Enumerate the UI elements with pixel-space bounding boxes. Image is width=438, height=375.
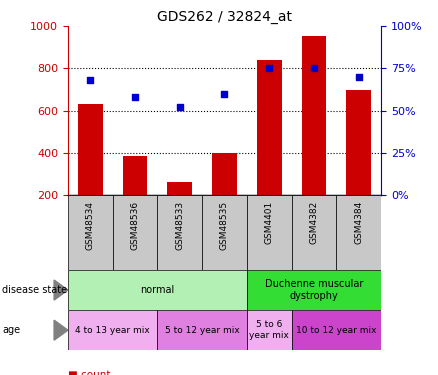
Bar — [113, 195, 157, 270]
Bar — [202, 195, 247, 270]
Text: disease state: disease state — [2, 285, 67, 295]
Text: normal: normal — [140, 285, 174, 295]
Point — [87, 77, 94, 83]
Polygon shape — [54, 320, 68, 340]
Text: ■ count: ■ count — [68, 370, 110, 375]
Text: 5 to 12 year mix: 5 to 12 year mix — [165, 326, 240, 334]
Text: GSM48535: GSM48535 — [220, 201, 229, 250]
Text: 10 to 12 year mix: 10 to 12 year mix — [296, 326, 377, 334]
Bar — [157, 195, 202, 270]
Text: GSM48536: GSM48536 — [131, 201, 139, 250]
Bar — [302, 36, 326, 195]
Bar — [292, 310, 381, 350]
Bar — [346, 90, 371, 195]
Bar — [212, 153, 237, 195]
Bar — [167, 182, 192, 195]
Bar — [336, 195, 381, 270]
Point — [311, 65, 318, 71]
Point — [266, 65, 273, 71]
Text: GSM4401: GSM4401 — [265, 201, 274, 244]
Bar — [157, 310, 247, 350]
Bar — [68, 270, 247, 310]
Text: GSM48534: GSM48534 — [86, 201, 95, 250]
Bar — [292, 195, 336, 270]
Text: GSM4382: GSM4382 — [310, 201, 318, 244]
Point — [221, 91, 228, 97]
Point — [355, 74, 362, 80]
Bar — [123, 156, 147, 195]
Bar — [247, 195, 292, 270]
Bar — [247, 310, 292, 350]
Bar — [68, 195, 113, 270]
Point — [131, 94, 138, 100]
Text: 5 to 6
year mix: 5 to 6 year mix — [249, 321, 289, 340]
Text: GSM4384: GSM4384 — [354, 201, 363, 244]
Text: age: age — [2, 325, 20, 335]
Text: GSM48533: GSM48533 — [175, 201, 184, 250]
Text: Duchenne muscular
dystrophy: Duchenne muscular dystrophy — [265, 279, 363, 301]
Title: GDS262 / 32824_at: GDS262 / 32824_at — [157, 10, 292, 24]
Point — [176, 104, 183, 110]
Polygon shape — [54, 280, 68, 300]
Bar — [257, 60, 282, 195]
Bar — [247, 270, 381, 310]
Bar — [68, 310, 157, 350]
Bar — [78, 104, 102, 195]
Text: 4 to 13 year mix: 4 to 13 year mix — [75, 326, 150, 334]
